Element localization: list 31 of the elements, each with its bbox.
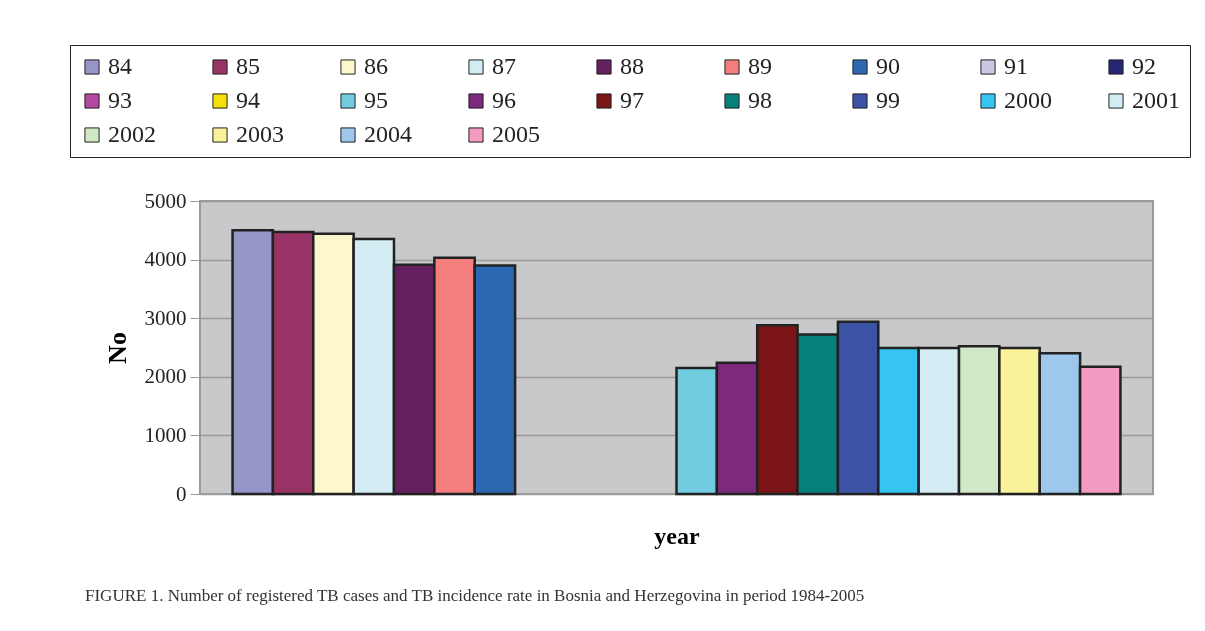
x-axis-title: year xyxy=(654,522,700,549)
legend-label: 99 xyxy=(876,87,900,113)
legend-label: 85 xyxy=(236,53,260,79)
caption: FIGURE 1. Number of registered TB cases and TB incidence rate in Bosnia and Herzegovina in period 1984-2005 xyxy=(85,586,865,605)
legend-label: 2000 xyxy=(1004,87,1052,113)
legend-label: 90 xyxy=(876,53,900,79)
legend-label: 92 xyxy=(1132,53,1156,79)
y-tick-label: 1000 xyxy=(144,422,187,447)
legend-label: 88 xyxy=(620,53,644,79)
y-axis-title: No xyxy=(102,332,132,364)
legend-label: 2004 xyxy=(364,121,412,147)
legend-label: 95 xyxy=(364,87,388,113)
legend-label: 94 xyxy=(236,87,260,113)
y-tick-label: 2000 xyxy=(144,364,187,389)
legend-label: 87 xyxy=(492,53,516,79)
legend-label: 96 xyxy=(492,87,516,113)
legend-label: 98 xyxy=(748,87,772,113)
legend-label: 84 xyxy=(108,53,132,79)
legend-label: 97 xyxy=(620,87,644,113)
legend-label: 2005 xyxy=(492,121,540,147)
legend-label: 2002 xyxy=(108,121,156,147)
legend-label: 89 xyxy=(748,53,772,79)
legend-label: 93 xyxy=(108,87,132,113)
y-tick-label: 5000 xyxy=(144,188,187,213)
legend-label: 91 xyxy=(1004,53,1028,79)
legend-label: 2003 xyxy=(236,121,284,147)
y-tick-label: 0 xyxy=(176,481,187,506)
y-tick-label: 4000 xyxy=(144,247,187,272)
y-tick-label: 3000 xyxy=(144,305,187,330)
legend-label: 86 xyxy=(364,53,388,79)
legend-label: 2001 xyxy=(1132,87,1180,113)
